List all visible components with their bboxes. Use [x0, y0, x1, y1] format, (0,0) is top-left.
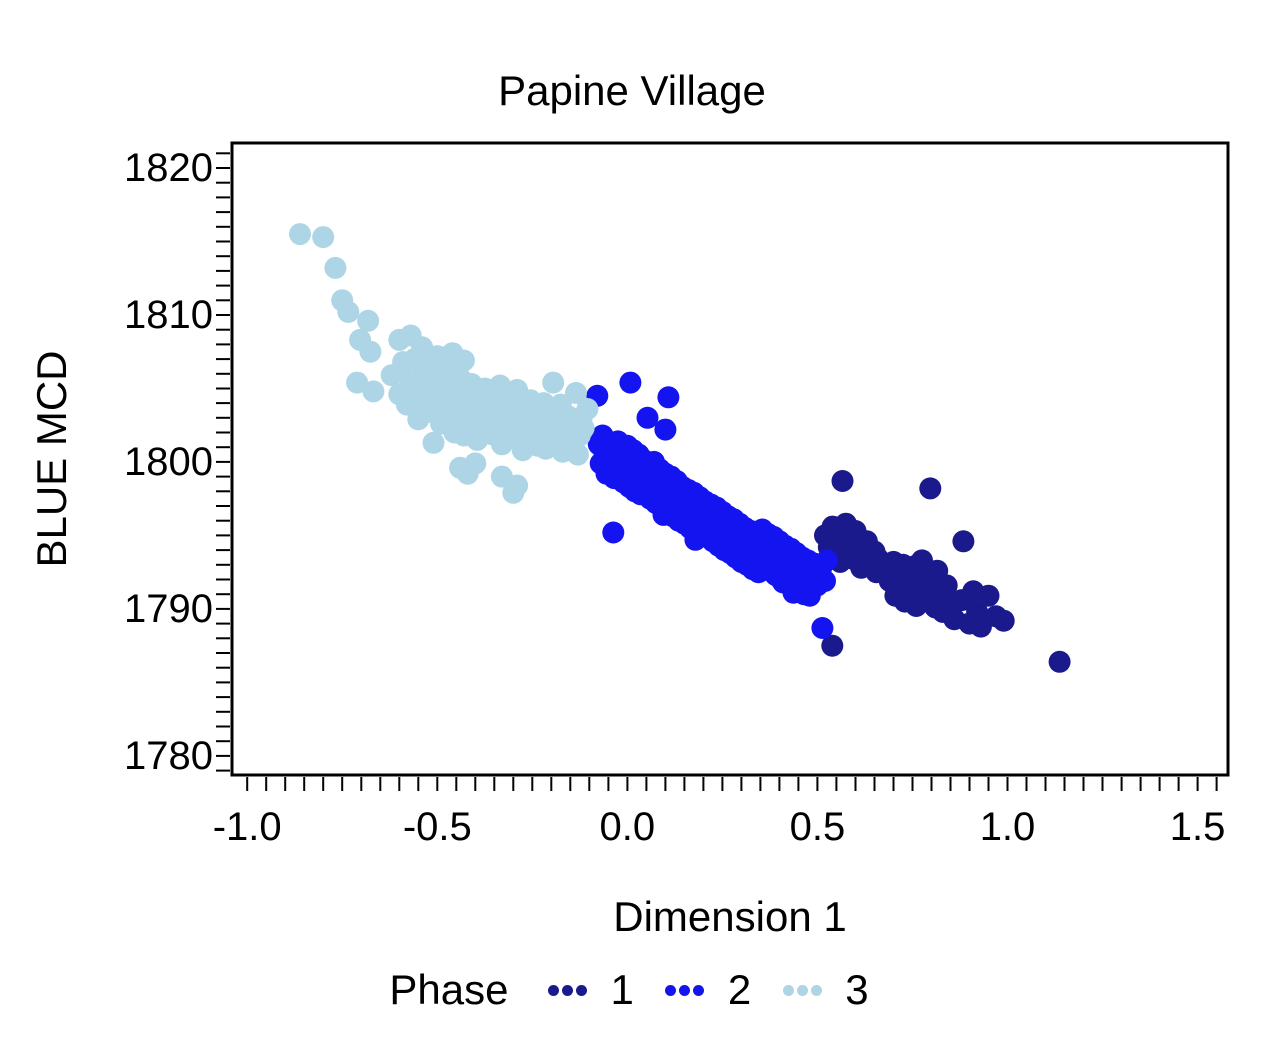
- legend-marker-phase-3: [781, 984, 823, 996]
- y-tick-label: 1800: [124, 439, 213, 484]
- plot-frame: [230, 141, 1230, 777]
- x-tick-label: -1.0: [212, 805, 282, 849]
- y-tick-label: 1790: [124, 586, 213, 631]
- y-tick-label: 1810: [124, 292, 213, 337]
- x-axis-label: Dimension 1: [613, 893, 847, 940]
- series-phase-1: [814, 470, 1071, 673]
- x-tick-label: 1.0: [979, 805, 1036, 849]
- x-tick-label: 0.0: [599, 805, 656, 849]
- legend-label-phase-3: 3: [845, 966, 869, 1013]
- series-phase-2: [586, 371, 838, 639]
- x-tick-label: 1.5: [1169, 805, 1226, 849]
- series-phase-3: [289, 223, 599, 504]
- legend-marker-phase-1: [547, 984, 589, 996]
- y-tick-label: 1780: [124, 733, 213, 778]
- legend-label-phase-1: 1: [610, 966, 634, 1013]
- legend: Phase 1 2 3: [0, 966, 1288, 1014]
- x-tick-label: -0.5: [402, 805, 472, 849]
- y-tick-label: 1820: [124, 145, 213, 190]
- x-tick-label: 0.5: [789, 805, 846, 849]
- chart-title: Papine Village: [498, 67, 766, 114]
- legend-title: Phase: [389, 966, 509, 1013]
- legend-marker-phase-2: [664, 984, 706, 996]
- legend-label-phase-2: 2: [727, 966, 752, 1013]
